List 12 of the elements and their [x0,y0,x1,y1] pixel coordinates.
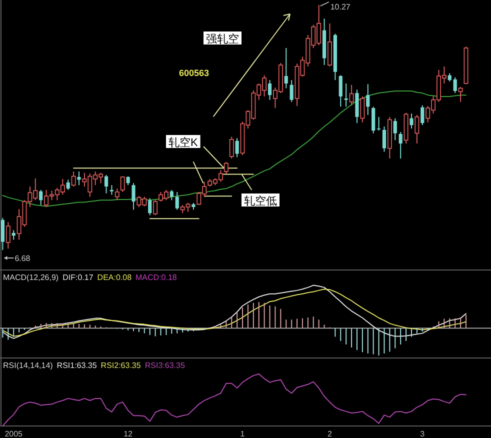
annotation: 10.27 [320,2,350,12]
annotation: 轧空低 [244,194,277,208]
annotation: 600563 [179,68,210,78]
annotation: 强轧空 [206,32,239,46]
title: MACD(12,26,9) [3,273,59,282]
title: RSI(14,14,14) [3,361,53,370]
annotation: 轧空K [166,135,224,184]
annotation: 6.68 [4,254,30,263]
annotation: 轧空低 [241,174,280,208]
annotation: 10.27 [330,2,351,12]
annotation: 轧空K [168,136,198,149]
annotation: MACD:0.18 [136,273,177,282]
